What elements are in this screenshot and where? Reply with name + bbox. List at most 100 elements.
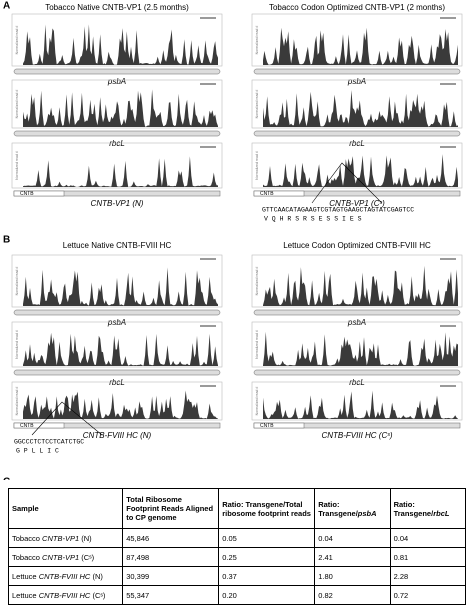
track-frame bbox=[251, 381, 463, 421]
track-frame bbox=[11, 13, 223, 67]
header-cell: Ratio: Transgene/Total ribosome footprin… bbox=[218, 488, 316, 529]
track-label: CNTB-VP1 (Cˢ) bbox=[329, 199, 385, 208]
sample-text: CNTB-FVIII HC bbox=[38, 571, 91, 581]
track-label: rbcL bbox=[109, 139, 125, 148]
table-cell: Tobacco CNTB-VP1 (N) bbox=[7, 528, 124, 548]
header-text: Sample bbox=[12, 504, 39, 513]
table-cell: 0.37 bbox=[218, 566, 316, 586]
track-label: rbcL bbox=[349, 139, 365, 148]
header-text: Ratio: Transgene/ bbox=[318, 499, 358, 518]
table-row: Tobacco CNTB-VP1 (N) 45,846 0.05 0.04 0.04 bbox=[7, 528, 467, 548]
axis-label: Normalized read # bbox=[255, 330, 259, 359]
axis-label: Normalized read # bbox=[255, 90, 259, 119]
gene-map bbox=[13, 130, 221, 137]
table-cell: 0.20 bbox=[218, 585, 316, 605]
table-cell: 0.72 bbox=[389, 585, 467, 605]
header-row: Sample Total Ribosome Footprint Reads Ali… bbox=[7, 488, 467, 529]
table-cell: 0.04 bbox=[389, 528, 467, 548]
gene-map bbox=[253, 369, 461, 376]
track-label: rbcL bbox=[349, 378, 365, 387]
gene-segment bbox=[13, 190, 65, 197]
track-label: rbcL bbox=[109, 378, 125, 387]
gene-map bbox=[13, 309, 221, 316]
table-cell: 0.04 bbox=[314, 528, 391, 548]
track-frame bbox=[11, 381, 223, 421]
table-cell: 87,498 bbox=[122, 547, 220, 567]
table-cell: Lettuce CNTB-FVIII HC (N) bbox=[7, 566, 124, 586]
read-profile bbox=[263, 390, 458, 419]
track-frame bbox=[251, 254, 463, 308]
track-frame bbox=[11, 321, 223, 368]
table-row: Lettuce CNTB-FVIII HC (N) 30,399 0.37 1.80 2… bbox=[7, 566, 467, 586]
sample-text: Lettuce bbox=[12, 571, 39, 581]
table-cell: 45,846 bbox=[122, 528, 220, 548]
read-profile bbox=[263, 331, 458, 366]
zoom-lines bbox=[311, 162, 383, 204]
figure: A Tobacco Native CNTB-VP1 (2.5 months) Nor… bbox=[3, 1, 463, 488]
table-cell: 0.82 bbox=[314, 585, 391, 605]
axis-label: Normalized read # bbox=[15, 90, 19, 119]
track-label: psbA bbox=[347, 318, 366, 327]
protein-sequence: V Q H R S R S E S S I E S bbox=[264, 216, 362, 223]
table-cell: 0.05 bbox=[218, 528, 316, 548]
sample-text: (Cˢ) bbox=[79, 552, 95, 562]
track-label: CNTB-FVIII HC (N) bbox=[83, 431, 152, 440]
gene-segment bbox=[253, 422, 305, 429]
read-profile bbox=[263, 154, 458, 187]
table-cell: Tobacco CNTB-VP1 (Cˢ) bbox=[7, 547, 124, 567]
dna-sequence: GGCCCTCTCCTCATCTGC bbox=[14, 439, 84, 446]
axis-label: Normalized read # bbox=[255, 151, 259, 180]
gene-map bbox=[253, 68, 461, 75]
track-label: CNTB-FVIII HC (Cˢ) bbox=[321, 431, 392, 440]
column-title: Lettuce Codon Optimized CNTB-FVIII HC bbox=[283, 241, 431, 250]
track-frame bbox=[11, 79, 223, 129]
header-text: Ratio: Transgene/Total ribosome footprin… bbox=[222, 499, 311, 518]
header-text: psbA bbox=[357, 508, 377, 518]
track-frame bbox=[251, 321, 463, 368]
axis-label: Normalized read # bbox=[255, 267, 259, 296]
track-frame bbox=[251, 142, 463, 189]
axis-label: Normalized read # bbox=[15, 151, 19, 180]
column-title: Lettuce Native CNTB-FVIII HC bbox=[63, 241, 172, 250]
sample-text: Lettuce bbox=[12, 590, 39, 600]
sample-text: Tobacco bbox=[12, 533, 43, 543]
map-label: CNTB bbox=[20, 191, 34, 197]
gene-map bbox=[13, 369, 221, 376]
gene-segment bbox=[253, 190, 305, 197]
header-cell: Ratio: Transgene/rbcL bbox=[389, 488, 467, 529]
track-frame bbox=[11, 254, 223, 308]
read-profile bbox=[23, 332, 218, 366]
table-row: Lettuce CNTB-FVIII HC (Cˢ) 55,347 0.20 0.82… bbox=[7, 585, 467, 605]
table-cell: 55,347 bbox=[122, 585, 220, 605]
panel-label: B bbox=[3, 235, 10, 246]
map-label: CNTB bbox=[260, 423, 274, 429]
header-text: Total Ribosome Footprint Reads Aligned t… bbox=[126, 495, 214, 522]
sample-text: (N) bbox=[90, 571, 103, 581]
table-cell: 2.28 bbox=[389, 566, 467, 586]
sample-text: CNTB-VP1 bbox=[42, 552, 80, 562]
read-profile bbox=[23, 24, 218, 65]
header-text: Ratio: Transgene/ bbox=[393, 499, 434, 518]
protein-sequence: G P L L I C bbox=[16, 448, 59, 455]
sample-text: Tobacco bbox=[12, 552, 43, 562]
track-frame bbox=[11, 142, 223, 189]
table-cell: 0.25 bbox=[218, 547, 316, 567]
gene-map bbox=[253, 130, 461, 137]
panel-label: C bbox=[3, 477, 10, 480]
track-label: psbA bbox=[107, 77, 126, 86]
axis-label: Normalized read # bbox=[255, 387, 259, 416]
read-profile bbox=[23, 390, 218, 419]
gene-map bbox=[253, 309, 461, 316]
dna-sequence: GTTCAACATAGAAGTCGTAGTGAAGCTAGTATCGAGTCC bbox=[262, 207, 414, 214]
table-cell: Lettuce CNTB-FVIII HC (Cˢ) bbox=[7, 585, 124, 605]
axis-label: Normalized read # bbox=[15, 330, 19, 359]
header-cell: Total Ribosome Footprint Reads Aligned t… bbox=[122, 488, 220, 529]
table-cell: 30,399 bbox=[122, 566, 220, 586]
header-text: rbcL bbox=[433, 508, 450, 518]
axis-label: Normalized read # bbox=[15, 387, 19, 416]
table-cell: 0.81 bbox=[389, 547, 467, 567]
track-label: psbA bbox=[347, 77, 366, 86]
sample-text: (Cˢ) bbox=[90, 590, 106, 600]
track-label: psbA bbox=[107, 318, 126, 327]
